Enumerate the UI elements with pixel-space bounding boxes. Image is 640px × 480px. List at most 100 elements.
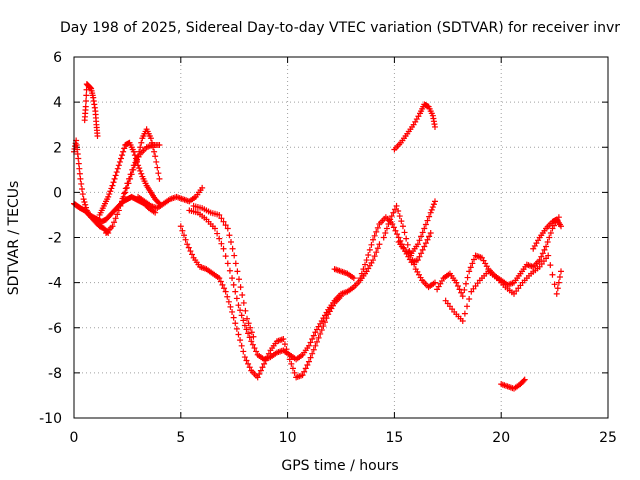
- data-point: [464, 274, 471, 281]
- data-point: [184, 241, 191, 248]
- data-point: [392, 227, 399, 234]
- data-point: [394, 231, 401, 238]
- data-point: [247, 324, 254, 331]
- data-point: [114, 165, 121, 172]
- data-point: [551, 281, 558, 288]
- data-point: [253, 348, 260, 355]
- data-point: [427, 229, 434, 236]
- data-point: [429, 204, 436, 211]
- data-point: [520, 377, 527, 384]
- data-point: [304, 361, 311, 368]
- data-point: [112, 172, 119, 179]
- data-point: [390, 209, 397, 216]
- data-point: [549, 271, 556, 278]
- data-point: [376, 241, 383, 248]
- data-point: [121, 190, 128, 197]
- series-arc-14: [395, 198, 438, 257]
- data-point: [211, 225, 218, 232]
- data-point: [419, 229, 426, 236]
- data-point: [226, 267, 233, 274]
- series-arc-19: [530, 216, 565, 252]
- data-point: [222, 253, 229, 260]
- data-point: [427, 209, 434, 216]
- data-point: [229, 245, 236, 252]
- data-point: [422, 221, 429, 228]
- data-point: [114, 211, 121, 218]
- data-point: [226, 232, 233, 239]
- y-tick-label: -10: [39, 411, 62, 427]
- data-point: [370, 257, 377, 264]
- data-point: [424, 236, 431, 243]
- data-point: [225, 298, 232, 305]
- data-point: [179, 227, 186, 234]
- data-point: [218, 215, 225, 222]
- y-tick-labels: -10 -8 -6 -4 -2 0 2 4 6: [39, 50, 62, 427]
- series-arc-17: [442, 252, 565, 324]
- data-point: [111, 175, 118, 182]
- data-point: [395, 207, 402, 214]
- data-point: [391, 206, 398, 213]
- data-point: [418, 250, 425, 257]
- data-point: [403, 235, 410, 242]
- x-tick-label: 10: [279, 430, 297, 446]
- data-point: [79, 185, 86, 192]
- data-point: [310, 332, 317, 339]
- data-point: [82, 201, 89, 208]
- data-point: [83, 92, 90, 99]
- data-point: [138, 170, 145, 177]
- data-point: [307, 339, 314, 346]
- data-point: [248, 338, 255, 345]
- data-point: [75, 160, 82, 167]
- data-point: [242, 307, 249, 314]
- data-point: [235, 302, 242, 309]
- data-point: [117, 155, 124, 162]
- y-tick-label: 2: [53, 140, 62, 156]
- data-point: [426, 213, 433, 220]
- data-point: [419, 246, 426, 253]
- data-point: [547, 229, 554, 236]
- data-point: [458, 289, 465, 296]
- data-point: [227, 303, 234, 310]
- data-point: [414, 241, 421, 248]
- data-point: [216, 211, 223, 218]
- data-point: [240, 348, 247, 355]
- data-point: [79, 191, 86, 198]
- data-point: [538, 253, 545, 260]
- data-point: [390, 224, 397, 231]
- data-point: [156, 175, 163, 182]
- data-point: [238, 312, 245, 319]
- data-point: [237, 284, 244, 291]
- data-point: [281, 341, 288, 348]
- data-point: [555, 279, 562, 286]
- data-point: [288, 360, 295, 367]
- series-arc-7: [135, 184, 206, 212]
- plot-frame: [73, 56, 609, 419]
- series-arc-13: [380, 202, 438, 291]
- data-point: [301, 368, 308, 375]
- data-point: [243, 357, 250, 364]
- data-point: [309, 336, 316, 343]
- data-point: [126, 175, 133, 182]
- data-point: [105, 193, 112, 200]
- data-point: [245, 320, 252, 327]
- data-point: [556, 273, 563, 280]
- data-point: [299, 372, 306, 379]
- data-point: [305, 342, 312, 349]
- data-point: [245, 360, 252, 367]
- data-point: [360, 266, 367, 273]
- data-point: [124, 180, 131, 187]
- data-point: [313, 338, 320, 345]
- data-point: [235, 331, 242, 338]
- data-point: [431, 198, 438, 205]
- data-point: [138, 139, 145, 146]
- data-point: [238, 342, 245, 349]
- series-arc-16: [434, 214, 562, 300]
- data-point: [380, 234, 387, 241]
- data-point: [224, 225, 231, 232]
- data-point: [409, 257, 416, 264]
- data-point: [362, 261, 369, 268]
- data-point: [547, 262, 554, 269]
- data-point: [396, 213, 403, 220]
- data-point: [469, 260, 476, 267]
